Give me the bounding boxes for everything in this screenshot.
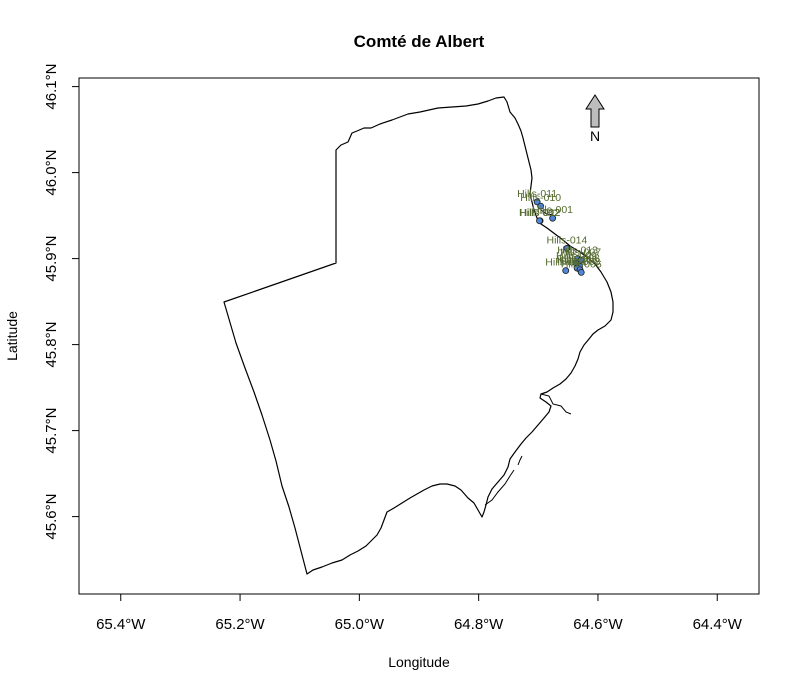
site-point-hills-001[interactable] (549, 214, 557, 222)
site-label-hills-009: Hills-009 (556, 250, 597, 262)
site-point-hills-014[interactable] (563, 244, 571, 252)
y-tick-label: 45.8°N (43, 322, 60, 368)
site-labels: Hills-011Hills-010Hills-012Hills-001Hill… (517, 188, 602, 271)
site-label-hills-007: Hills-007 (560, 246, 601, 258)
site-point-hills-006[interactable] (577, 268, 585, 276)
y-tick-label: 46.1°N (43, 64, 60, 110)
plot-frame (78, 77, 760, 595)
site-label-hills-008: Hills-008 (559, 252, 600, 264)
x-tick-label: 65.4°W (96, 616, 146, 633)
site-label-hills-003: Hills-003 (560, 256, 601, 268)
x-axis-title: Longitude (388, 654, 450, 670)
site-point-hills-010[interactable] (537, 202, 545, 210)
site-point-hills-004[interactable] (562, 267, 570, 275)
x-tick-label: 65.2°W (215, 616, 265, 633)
x-tick-label: 65.0°W (335, 616, 385, 633)
north-arrow-icon (585, 94, 605, 128)
x-tick-label: 64.4°W (693, 616, 743, 633)
site-label-hills-002: Hills-002 (519, 207, 560, 219)
y-tick-label: 45.6°N (43, 494, 60, 540)
site-label-hills-001: Hills-001 (532, 204, 573, 216)
site-label-hills-010: Hills-010 (520, 192, 561, 204)
y-axis-title: Latitude (4, 311, 20, 361)
county-boundary (223, 96, 614, 575)
site-point-hills-011[interactable] (533, 198, 541, 206)
y-tick-label: 45.7°N (43, 408, 60, 454)
y-tick-label: 45.9°N (43, 236, 60, 282)
site-label-hills-014: Hills-014 (547, 234, 588, 246)
x-tick-label: 64.8°W (454, 616, 504, 633)
x-axis: 65.4°W 65.2°W 65.0°W 64.8°W 64.6°W 64.4°W (96, 594, 743, 633)
site-label-hills-004: Hills-004 (545, 257, 586, 269)
site-label-hills-013: Hills-013 (557, 245, 598, 257)
site-point-hills-002[interactable] (536, 217, 543, 225)
site-label-hills-011: Hills-011 (517, 188, 557, 200)
map-title: Comté de Albert (354, 32, 485, 51)
site-label-hills-006: Hills-006 (561, 258, 602, 270)
site-label-hills-005: Hills-005 (557, 254, 598, 266)
north-label: N (590, 128, 600, 144)
coastline-detail (484, 209, 572, 506)
y-tick-label: 46.0°N (43, 150, 60, 196)
x-tick-label: 64.6°W (573, 616, 623, 633)
y-axis: 45.6°N 45.7°N 45.8°N 45.9°N 46.0°N 46.1°N (43, 64, 79, 540)
site-label-hills-012: Hills-012 (520, 207, 561, 219)
site-points (533, 198, 585, 276)
north-arrow: N (585, 94, 605, 144)
